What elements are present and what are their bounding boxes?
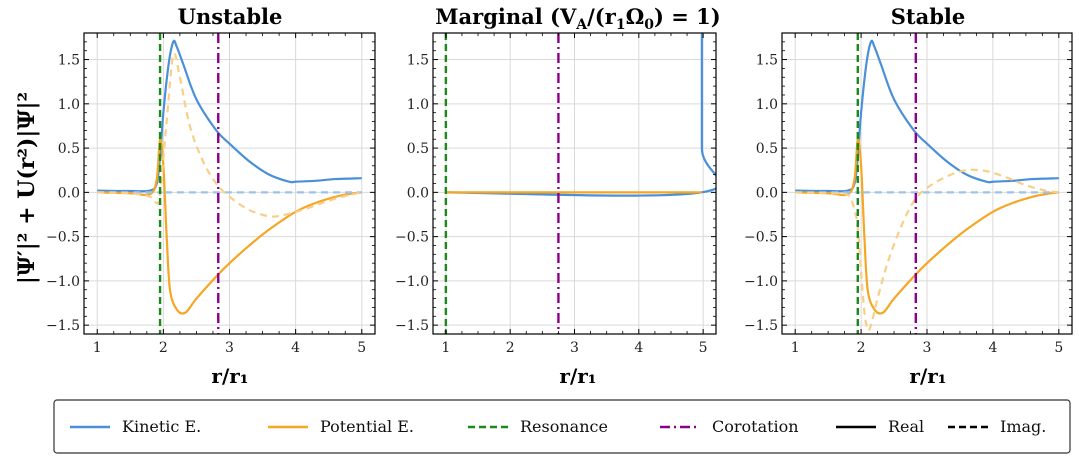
y-tick-label: 1.5 — [58, 53, 80, 69]
y-tick-label: −1.5 — [46, 318, 80, 334]
x-axis-label-stable: r/r₁ — [909, 364, 946, 388]
legend-label-corotation: Corotation — [712, 417, 799, 436]
legend-label-imag: Imag. — [1000, 417, 1046, 436]
title-sub-0: 0 — [644, 17, 654, 33]
x-tick-label: 4 — [988, 340, 997, 356]
legend: Kinetic E. Potential E. Resonance Corotatio… — [53, 399, 1071, 454]
y-tick-label: 1.0 — [407, 97, 429, 113]
x-tick-label: 4 — [291, 340, 300, 356]
x-tick-label: 5 — [699, 340, 708, 356]
title-part: Marginal (V — [435, 4, 577, 29]
y-tick-label: −1.5 — [744, 318, 778, 334]
plot-area — [97, 33, 363, 334]
y-tick-label: −0.5 — [744, 230, 778, 246]
series-line-potential-e-imag — [97, 52, 363, 218]
panel-marginal: 1 2 3 4 5 −1.5 −1.0 −0.5 0.0 0.5 1.0 1.5 — [395, 32, 717, 356]
title-part: /(r — [587, 4, 617, 29]
title-sub-a: A — [575, 17, 588, 33]
y-tick-label: 0.0 — [58, 185, 80, 201]
series-line-kinetic-e-real — [445, 33, 716, 197]
x-tick-label: 2 — [506, 340, 515, 356]
x-tick-label: 2 — [857, 340, 866, 356]
y-tick-label: 0.5 — [407, 141, 429, 157]
title-omega: Ω — [626, 4, 645, 29]
legend-label-real: Real — [888, 417, 924, 436]
legend-frame — [53, 399, 1071, 454]
x-tick-label: 3 — [225, 340, 234, 356]
x-tick-label: 1 — [93, 340, 102, 356]
y-tick-label: 0.0 — [407, 185, 429, 201]
y-tick-label: −1.0 — [46, 274, 80, 290]
x-tick-label: 3 — [570, 340, 579, 356]
legend-label-potential-e: Potential E. — [320, 417, 414, 436]
x-tick-label: 3 — [923, 340, 932, 356]
y-tick-label: 1.5 — [756, 53, 778, 69]
x-tick-label: 5 — [1054, 340, 1063, 356]
series-line-potential-e-real — [795, 137, 1059, 315]
panel-unstable: 1 2 3 4 5 −1.5 −1.0 −0.5 0.0 0.5 1.0 1.5 — [46, 32, 376, 356]
y-tick-label: −1.0 — [744, 274, 778, 290]
y-axis-label: |Ψ′|² + U(r²)|Ψ|² — [14, 92, 40, 284]
panel-title-unstable: Unstable — [178, 4, 283, 29]
y-tick-label: 0.0 — [756, 185, 778, 201]
x-tick-label: 4 — [634, 340, 643, 356]
y-tick-label: 1.5 — [407, 53, 429, 69]
x-axis-label-marginal: r/r₁ — [559, 364, 596, 388]
panel-title-marginal: Marginal (VA/(r1Ω0) = 1) — [435, 4, 720, 33]
y-tick-label: 0.5 — [756, 141, 778, 157]
y-tick-label: −1.5 — [395, 318, 429, 334]
y-tick-label: −0.5 — [395, 230, 429, 246]
y-tick-label: 0.5 — [58, 141, 80, 157]
legend-label-kinetic-e: Kinetic E. — [122, 417, 201, 436]
y-tick-label: 1.0 — [756, 97, 778, 113]
y-tick-label: 1.0 — [58, 97, 80, 113]
plot-area — [444, 33, 716, 334]
x-tick-label: 1 — [441, 340, 450, 356]
series-line-potential-e-imag — [795, 168, 1059, 332]
x-tick-label: 5 — [357, 340, 366, 356]
title-sub-1: 1 — [616, 17, 626, 33]
x-tick-label: 1 — [791, 340, 800, 356]
panel-stable: 1 2 3 4 5 −1.5 −1.0 −0.5 0.0 0.5 1.0 1.5 — [744, 32, 1073, 356]
y-tick-label: −0.5 — [46, 230, 80, 246]
x-tick-label: 2 — [159, 340, 168, 356]
y-tick-label: −1.0 — [395, 274, 429, 290]
legend-label-resonance: Resonance — [520, 417, 608, 436]
panel-title-stable: Stable — [891, 4, 966, 29]
title-part: ) = 1) — [654, 4, 721, 29]
plot-area — [795, 33, 1059, 334]
series-line-potential-e-real — [97, 137, 362, 315]
x-axis-label-unstable: r/r₁ — [211, 364, 248, 388]
